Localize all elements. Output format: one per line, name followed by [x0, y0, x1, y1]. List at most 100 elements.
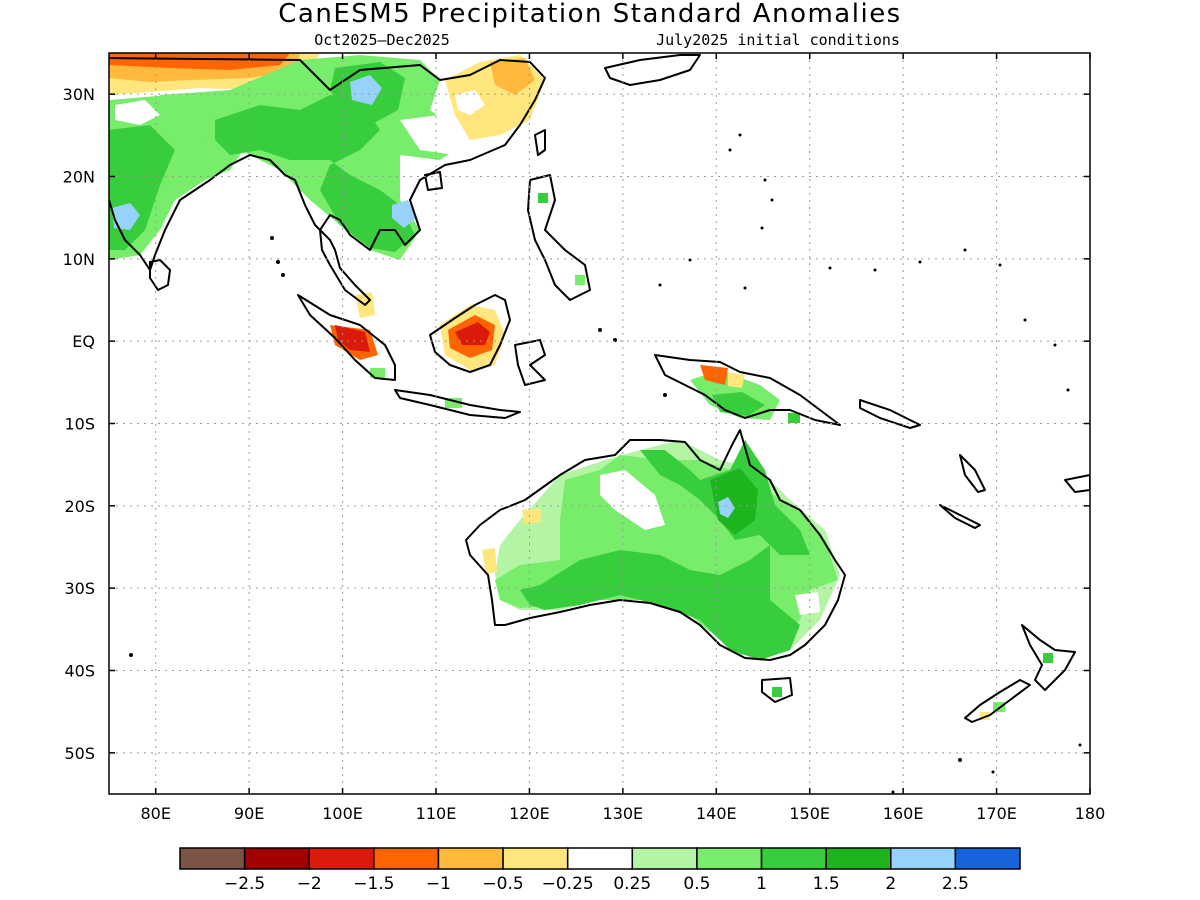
coastlines	[109, 54, 1090, 723]
coast-vanuatu	[959, 454, 986, 493]
colorbar-label: 0.5	[683, 874, 710, 894]
coast-new-caledonia	[939, 504, 981, 529]
colorbar-label: 0.25	[613, 874, 651, 894]
anomaly-aus-yellow1	[482, 548, 497, 574]
coast-nz-south	[964, 679, 1031, 723]
colorbar-swatch	[373, 847, 440, 870]
lat-tick-label: 40S	[64, 662, 95, 681]
anomaly-nw-darkorange	[109, 53, 290, 70]
anomaly-aus-white1	[600, 470, 665, 530]
anomaly-echina-orange	[490, 58, 535, 95]
colorbar-swatch	[308, 847, 375, 870]
anomaly-aus-yellow2	[522, 508, 542, 524]
lat-tick-label: 30S	[64, 579, 95, 598]
map-title: CanESM5 Precipitation Standard Anomalies	[278, 0, 901, 29]
anomaly-aus-se-white	[795, 592, 820, 615]
lat-tick-label: EQ	[72, 332, 95, 351]
coast-solomons	[859, 399, 921, 429]
lat-tick-label: 10N	[63, 250, 95, 269]
anomaly-ng-orange	[700, 365, 728, 385]
lon-tick-label: 80E	[140, 804, 170, 823]
graticule	[109, 53, 1090, 794]
colorbar-label: 2	[885, 874, 896, 894]
colorbar-swatch	[631, 847, 698, 870]
colorbar-label: 2.5	[942, 874, 969, 894]
coast-nz-north	[1021, 624, 1076, 691]
anomaly-borneo-red	[455, 322, 490, 345]
anomaly-indochina-blue	[392, 200, 416, 228]
lon-tick-label: 170E	[976, 804, 1017, 823]
lat-tick-label: 10S	[64, 415, 95, 434]
anomaly-png-green	[788, 413, 800, 423]
lat-tick-label: 50S	[64, 744, 95, 763]
colorbar-label: 1	[756, 874, 767, 894]
colorbar-swatch	[179, 847, 246, 870]
colorbar-label: −0.5	[482, 874, 523, 894]
lon-tick-label: 180	[1075, 804, 1106, 823]
coast-australia	[465, 429, 846, 661]
colorbar-swatch	[243, 847, 310, 870]
lon-tick-label: 140E	[696, 804, 737, 823]
anomaly-echina-white	[455, 90, 485, 115]
lat-tick-label: 30N	[63, 85, 95, 104]
anomaly-ng-yellow	[728, 372, 745, 388]
coast-tasmania	[761, 677, 793, 703]
anomaly-india-white	[115, 100, 160, 125]
anomaly-aus-darkgreen	[520, 545, 800, 660]
colorbar: −2.5 −2 −1.5 −1 −0.5 −0.25 0.25 0.5 1 1.5 2 2.5	[179, 847, 1021, 894]
coast-asia	[109, 57, 546, 306]
coast-java	[394, 389, 521, 419]
anomaly-shading	[109, 53, 1053, 720]
colorbar-label: −2.5	[224, 874, 265, 894]
lat-tick-label: 20S	[64, 497, 95, 516]
anomaly-nz-green	[1043, 653, 1053, 663]
coast-fiji	[1064, 474, 1090, 493]
coast-sulawesi	[514, 339, 546, 386]
colorbar-label: −1	[426, 874, 451, 894]
anomaly-aus-blue	[718, 497, 735, 518]
coast-borneo	[429, 294, 511, 373]
anomaly-sumatra-red	[335, 325, 370, 352]
lon-tick-label: 150E	[789, 804, 830, 823]
small-islands	[129, 133, 1082, 794]
coast-japan	[604, 54, 701, 86]
colorbar-label: −2	[297, 874, 322, 894]
colorbar-swatch	[566, 847, 634, 870]
anomaly-china-white	[400, 115, 470, 155]
colorbar-swatch	[437, 847, 504, 870]
coast-sri-lanka	[149, 259, 171, 291]
lat-tick-label: 20N	[63, 168, 95, 187]
colorbar-swatch	[760, 847, 827, 870]
anomaly-india-blue	[112, 203, 140, 230]
latitude-labels: 30N 20N 10N EQ 10S 20S 30S 40S 50S	[63, 85, 95, 763]
colorbar-swatch	[696, 847, 763, 870]
lon-tick-label: 160E	[883, 804, 924, 823]
coast-taiwan	[534, 129, 546, 156]
lon-tick-label: 90E	[234, 804, 264, 823]
lon-tick-label: 120E	[509, 804, 550, 823]
colorbar-swatch	[954, 847, 1021, 870]
coast-sumatra	[297, 294, 396, 381]
colorbar-swatch	[825, 847, 892, 870]
anomaly-china-darkgreen	[215, 95, 415, 252]
coast-hainan	[424, 171, 443, 191]
lon-tick-label: 110E	[416, 804, 457, 823]
coast-philippines	[527, 174, 591, 301]
anomaly-philippines-green2	[575, 275, 585, 285]
colorbar-label: −1.5	[353, 874, 394, 894]
anomaly-tas-green	[772, 687, 782, 697]
anomaly-aus-darkestgreen	[710, 468, 758, 535]
period-label: Oct2025–Dec2025	[314, 31, 449, 49]
initial-conditions-label: July2025 initial conditions	[656, 31, 900, 49]
longitude-labels: 80E 90E 100E 110E 120E 130E 140E 150E 160E 170E 18…	[140, 804, 1105, 823]
lon-tick-label: 100E	[322, 804, 363, 823]
anomaly-philippines-green	[538, 193, 548, 203]
colorbar-label: −0.25	[542, 874, 594, 894]
colorbar-label: 1.5	[813, 874, 840, 894]
axis-tick-marks	[109, 53, 1091, 794]
colorbar-swatch	[890, 847, 957, 870]
colorbar-swatch	[502, 847, 569, 870]
anomaly-sumatra-green	[370, 368, 385, 378]
lon-tick-label: 130E	[603, 804, 644, 823]
